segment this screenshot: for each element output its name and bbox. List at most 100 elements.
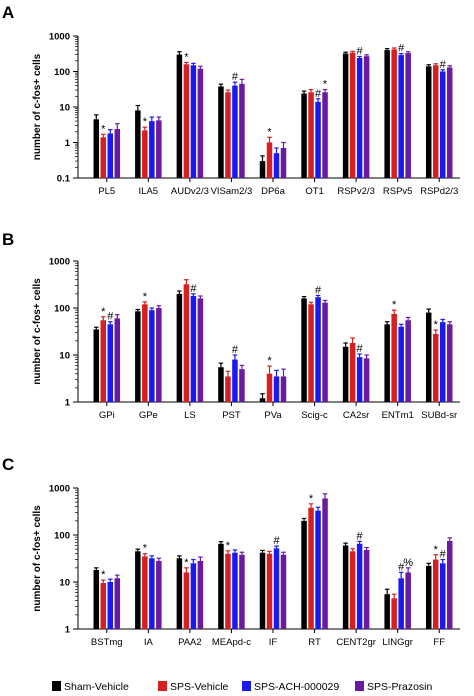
legend-swatch (242, 681, 251, 691)
bar (425, 565, 432, 629)
bar (446, 67, 453, 178)
x-tick-label: LINGgr (382, 637, 413, 648)
panel-letter-b: B (2, 230, 14, 249)
x-tick-label: FF (433, 637, 445, 648)
bar (190, 296, 197, 402)
x-tick-label: RSPv2/3 (337, 186, 375, 197)
bar (405, 320, 411, 402)
bar (218, 543, 224, 629)
bar (432, 333, 439, 402)
bar (176, 54, 183, 178)
bar (142, 130, 148, 178)
x-tick-label: ILA5 (139, 186, 159, 197)
bar (398, 55, 404, 178)
bar (100, 583, 107, 629)
y-tick-label: 1000 (49, 484, 70, 495)
significance-marker: * (101, 569, 106, 581)
x-tick-label: RT (308, 637, 321, 648)
x-tick-label: DP6a (261, 186, 285, 197)
significance-marker: # (232, 71, 239, 83)
significance-marker: # (398, 43, 405, 55)
panel-a: A number of c-fos+ cells 0.1 1 10 100 1000 PL5… (2, 3, 460, 197)
bar (100, 320, 107, 402)
bar (356, 543, 363, 629)
y-tick-label: 100 (54, 67, 70, 78)
y-tick-label: 1000 (49, 257, 70, 268)
bar (308, 92, 314, 178)
bar (439, 71, 446, 178)
bar (225, 553, 231, 629)
legend-label: SPS-ACH-000029 (254, 681, 339, 693)
bar (239, 83, 245, 178)
bar (280, 376, 287, 402)
bar (107, 133, 114, 178)
significance-marker: * (226, 540, 231, 552)
bar (114, 318, 121, 402)
panel-c: C number of c-fos+ cells 1 10 100 1000 BSTmg I… (2, 455, 460, 648)
bar (322, 498, 328, 629)
bar (280, 554, 287, 629)
bar (384, 594, 390, 629)
y-tick-label: 100 (54, 304, 70, 315)
y-tick-label: 1000 (49, 32, 70, 43)
bar (398, 326, 404, 402)
x-tick-label: RSPd2/3 (420, 186, 458, 197)
bar (363, 358, 370, 402)
x-tick-label: AUDv2/3 (171, 186, 209, 197)
bar (446, 540, 453, 629)
y-tick-label: 1 (65, 138, 71, 149)
bar (135, 311, 141, 402)
bar (114, 578, 121, 629)
significance-marker: * (101, 306, 106, 318)
bar (273, 376, 280, 402)
significance-marker: # (398, 561, 405, 573)
x-tick-label: RSPv5 (383, 186, 413, 197)
bar (190, 563, 197, 629)
bar (225, 376, 231, 402)
bar (315, 101, 321, 178)
legend-swatch (52, 681, 61, 691)
bar (259, 398, 266, 402)
significance-marker: # (107, 311, 114, 323)
bar (315, 510, 321, 629)
bar (322, 302, 328, 402)
legend-label: SPS-Vehicle (170, 681, 229, 693)
bar (232, 359, 238, 402)
x-tick-label: OT1 (305, 186, 323, 197)
bar (183, 284, 190, 402)
significance-marker: * (267, 126, 272, 138)
y-axis-label: number of c-fos+ cells (32, 53, 43, 160)
y-tick-label: 10 (59, 578, 70, 589)
legend-label: Sham-Vehicle (64, 681, 129, 693)
bar (107, 582, 114, 629)
bar (266, 142, 273, 178)
legend-swatch (355, 681, 364, 691)
x-tick-label: BSTmg (91, 637, 123, 648)
x-tick-label: PAA2 (178, 637, 202, 648)
bar (156, 308, 162, 402)
bar (349, 52, 356, 178)
bar (384, 324, 390, 402)
bar (363, 56, 370, 178)
x-tick-label: VISam2/3 (211, 186, 253, 197)
bar (301, 93, 307, 178)
bar (183, 64, 190, 178)
bar (135, 110, 141, 178)
bar (142, 304, 148, 402)
bar (425, 66, 432, 178)
bar (135, 551, 141, 629)
y-tick-label: 10 (59, 351, 70, 362)
bar (232, 85, 238, 178)
bar (149, 558, 155, 629)
x-tick-label: LS (184, 410, 196, 421)
bar (176, 558, 183, 629)
x-tick-label: IA (144, 637, 154, 648)
panel-letter-c: C (2, 455, 14, 474)
significance-marker: * (101, 123, 106, 135)
panel-letter-a: A (2, 3, 14, 22)
bar (190, 65, 197, 178)
bar (342, 545, 349, 629)
bar (391, 598, 397, 629)
bar (149, 310, 155, 402)
